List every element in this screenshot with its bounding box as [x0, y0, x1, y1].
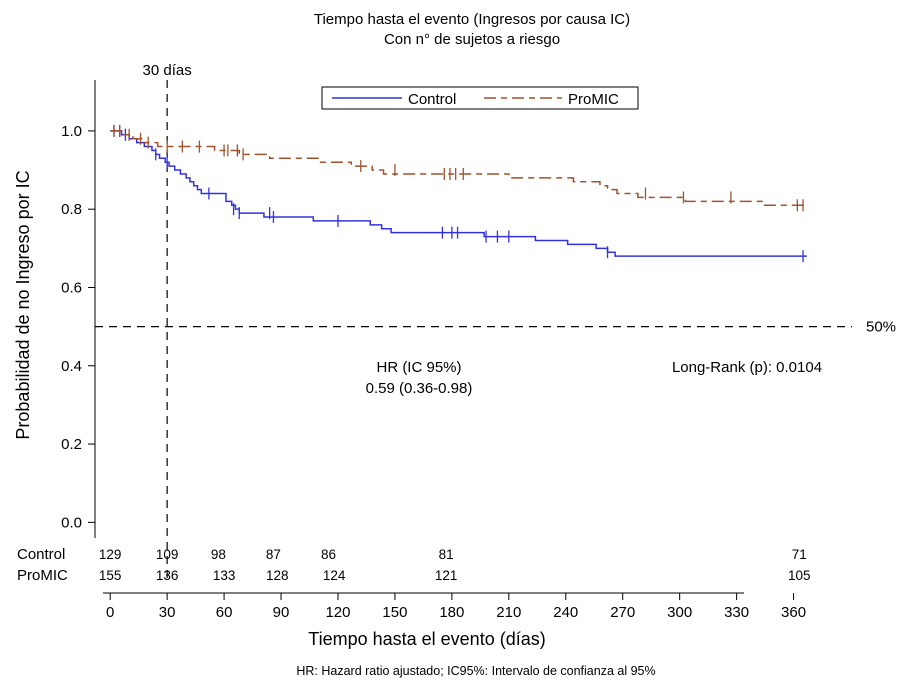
y-tick-label: 0.6 — [61, 279, 82, 296]
risk-count: 133 — [213, 568, 236, 583]
risk-count: 155 — [99, 568, 122, 583]
y-tick-label: 0.2 — [61, 436, 82, 453]
legend-label-control: Control — [408, 91, 456, 108]
chart-subtitle: Con n° de sujetos a riesgo — [384, 31, 560, 48]
x-ticks: 0 30 60 90 120 150 180 210 240 270 300 330 360 — [106, 593, 806, 621]
x-tick-label: 330 — [724, 604, 749, 621]
x-tick-label: 150 — [382, 604, 407, 621]
risk-row-label: ProMIC — [17, 567, 68, 584]
risk-table: Control 129 109 98 87 86 81 71 ProMIC 155 136 133 12… — [17, 546, 811, 584]
risk-count: 86 — [321, 547, 336, 562]
x-tick-label: 180 — [439, 604, 464, 621]
risk-count: 128 — [266, 568, 289, 583]
x-tick-label: 120 — [325, 604, 350, 621]
y-tick-label: 0.0 — [61, 514, 82, 531]
hr-title: HR (IC 95%) — [376, 359, 461, 376]
x-tick-label: 210 — [496, 604, 521, 621]
fifty-percent-label: 50% — [866, 319, 896, 336]
chart-title: Tiempo hasta el evento (Ingresos por cau… — [314, 11, 630, 28]
risk-count: 129 — [99, 547, 122, 562]
risk-count: 87 — [266, 547, 281, 562]
x-tick-label: 360 — [781, 604, 806, 621]
risk-count: 71 — [792, 547, 807, 562]
y-tick-label: 0.8 — [61, 201, 82, 218]
legend: Control ProMIC — [321, 86, 639, 110]
axes — [94, 80, 744, 594]
y-tick-label: 1.0 — [61, 123, 82, 140]
annotations: HR (IC 95%) 0.59 (0.36-0.98) Long-Rank (… — [366, 359, 822, 397]
risk-count: 81 — [439, 547, 454, 562]
risk-row-label: Control — [17, 546, 65, 563]
x-tick-label: 240 — [553, 604, 578, 621]
x-tick-label: 90 — [273, 604, 290, 621]
hr-value: 0.59 (0.36-0.98) — [366, 380, 473, 397]
risk-count: 98 — [211, 547, 226, 562]
series-group — [110, 124, 809, 263]
reference-lines: 50% 30 días — [95, 62, 896, 583]
x-axis-label: Tiempo hasta el evento (días) — [308, 629, 545, 649]
x-tick-label: 300 — [667, 604, 692, 621]
risk-count: 136 — [156, 568, 179, 583]
x-tick-label: 270 — [610, 604, 635, 621]
risk-count: 121 — [435, 568, 458, 583]
y-axis-label: Probabilidad de no Ingreso por IC — [13, 170, 33, 439]
x-tick-label: 0 — [106, 604, 114, 621]
risk-count: 105 — [788, 568, 811, 583]
y-tick-label: 0.4 — [61, 358, 82, 375]
risk-count: 124 — [323, 568, 346, 583]
y-ticks: 0.0 0.2 0.4 0.6 0.8 1.0 — [61, 123, 95, 531]
x-tick-label: 60 — [216, 604, 233, 621]
thirty-day-label: 30 días — [143, 62, 192, 79]
risk-count: 109 — [156, 547, 179, 562]
footnote: HR: Hazard ratio ajustado; IC95%: Interv… — [296, 664, 655, 678]
x-tick-label: 30 — [159, 604, 176, 621]
legend-box — [321, 86, 639, 110]
logrank-text: Long-Rank (p): 0.0104 — [672, 359, 822, 376]
legend-label-promic: ProMIC — [568, 91, 619, 108]
series-line-promic — [110, 130, 809, 207]
